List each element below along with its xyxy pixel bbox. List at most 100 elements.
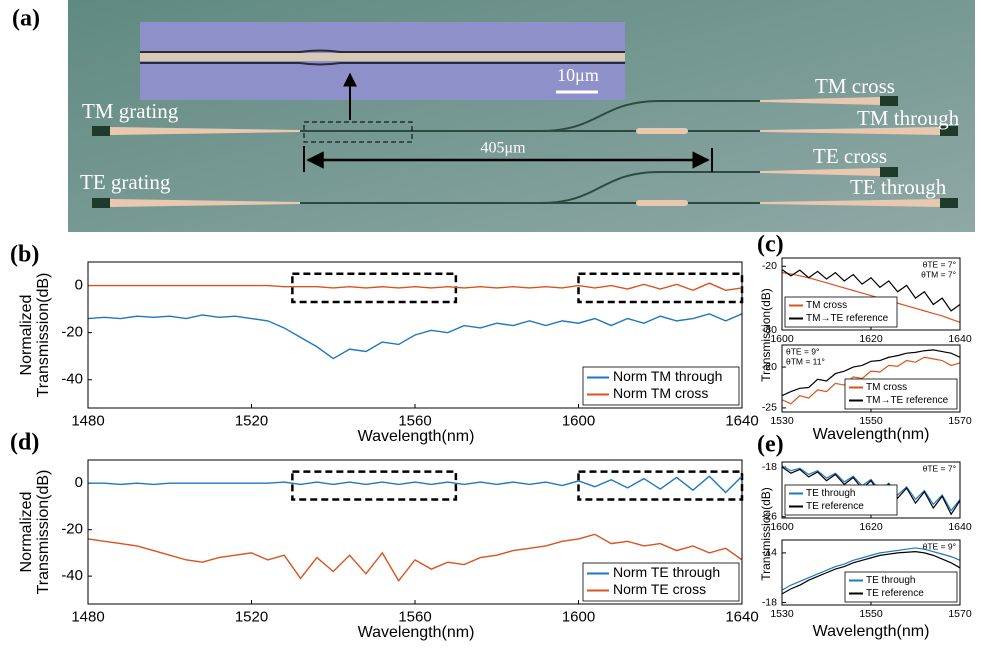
y-tick-label: -20 [61, 324, 83, 341]
x-tick-label: 1550 [859, 415, 883, 427]
legend: TM cross TM→TE reference [844, 378, 958, 410]
x-tick-label: 1620 [859, 521, 883, 533]
panel-label: (a) [12, 6, 40, 32]
series-line [781, 268, 961, 312]
panel-label: (d) [10, 430, 39, 456]
x-axis-label: Wavelength(nm) [813, 623, 930, 640]
device-tapers [110, 97, 940, 207]
legend: TE through TE reference [784, 484, 898, 516]
y-tick-label: 0 [75, 277, 83, 294]
series-line [781, 465, 961, 512]
length-label: 405μm [480, 140, 526, 157]
x-tick-label: 1520 [235, 608, 268, 625]
plot-frame [781, 344, 961, 413]
y-axis-label: Normalized [18, 295, 35, 376]
y-tick-label: -40 [61, 371, 83, 388]
plot-frame [781, 257, 961, 331]
x-axis-label: Wavelength(nm) [358, 624, 475, 641]
x-tick-label: 1600 [770, 333, 794, 345]
micrograph: (a) 405μm 10μm TM grating TE grating TM … [12, 0, 975, 232]
device-label: TM cross [815, 74, 895, 98]
y-tick-label: -30 [762, 324, 777, 336]
y-tick-label: -20 [61, 521, 83, 538]
legend-label: TM cross [866, 382, 907, 393]
y-tick-label: -25 [762, 402, 777, 414]
x-tick-label: 1570 [948, 415, 972, 427]
highlight-box [291, 470, 458, 501]
legend-box [844, 571, 958, 603]
annotation: θTM = 11° [786, 356, 825, 366]
legend: TM cross TM→TE reference [784, 296, 898, 328]
series-line [781, 551, 961, 595]
device-label: TM grating [82, 99, 179, 123]
y-tick-label: -20 [762, 361, 777, 373]
legend: TE through TE reference [844, 571, 958, 603]
legend-box [784, 296, 898, 328]
x-tick-label: 1560 [398, 412, 431, 429]
annotation: θTE = 9° [786, 346, 819, 356]
legend-label: TE reference [806, 501, 864, 512]
legend-label: TE through [866, 575, 915, 586]
device-label: TE cross [813, 144, 887, 168]
x-tick-label: 1550 [859, 608, 883, 620]
plot-frame [87, 459, 743, 605]
x-axis-label: Wavelength(nm) [358, 428, 475, 445]
x-tick-label: 1520 [235, 412, 268, 429]
legend-label: Norm TE cross [613, 581, 706, 597]
device-label: TE grating [80, 170, 171, 194]
y-axis-label: Transmission(dB) [35, 470, 52, 595]
x-tick-label: 1530 [770, 415, 794, 427]
series-line [87, 533, 743, 583]
y-tick-label: -40 [61, 567, 83, 584]
x-tick-label: 1480 [71, 412, 104, 429]
highlight-box [577, 272, 744, 304]
y-axis-label: Transmission(dB) [759, 487, 773, 581]
series-line [781, 356, 961, 405]
x-tick-label: 1600 [562, 608, 595, 625]
scale-bar-label: 10μm [557, 65, 599, 85]
annotation: θTM = 7° [921, 269, 956, 279]
x-axis-label: Wavelength(nm) [813, 426, 930, 443]
plot-frame [87, 261, 743, 409]
series-line [781, 466, 961, 516]
series-line [88, 475, 743, 494]
legend-label: TE reference [866, 588, 924, 599]
annotation: θTE = 7° [923, 259, 956, 269]
plot-frame [781, 461, 961, 519]
plot-frame [781, 539, 961, 606]
panel-label: (b) [10, 242, 39, 268]
y-axis-label: Transmission(dB) [759, 288, 773, 382]
legend-label: TM cross [806, 300, 847, 311]
y-tick-label: -18 [762, 461, 777, 473]
legend-label: Norm TE through [613, 564, 720, 580]
y-tick-label: 0 [75, 474, 83, 491]
highlight-box [577, 470, 744, 501]
x-tick-label: 1620 [859, 333, 883, 345]
x-tick-label: 1640 [948, 333, 972, 345]
legend-label: TE through [806, 488, 855, 499]
series-line [88, 282, 743, 292]
legend-box [582, 366, 740, 406]
y-tick-label: -26 [762, 511, 777, 523]
x-tick-label: 1600 [770, 521, 794, 533]
annotation: θTE = 7° [923, 463, 956, 473]
inset-waveguide [140, 49, 625, 66]
annotation: θTE = 9° [923, 541, 956, 551]
legend-box [582, 562, 740, 602]
y-axis-label: Normalized [18, 492, 35, 573]
legend-label: TM→TE reference [866, 395, 949, 406]
device-label: TE through [850, 175, 947, 199]
x-tick-label: 1640 [948, 521, 972, 533]
device-label: TM through [857, 106, 960, 130]
x-tick-label: 1640 [725, 608, 758, 625]
legend-label: Norm TM through [613, 368, 722, 384]
series-line [87, 313, 743, 360]
y-axis-label: Transmission(dB) [35, 273, 52, 398]
legend-box [844, 378, 958, 410]
x-tick-label: 1530 [770, 608, 794, 620]
x-tick-label: 1560 [398, 608, 431, 625]
panel-label: (e) [757, 432, 784, 458]
x-tick-label: 1480 [71, 608, 104, 625]
